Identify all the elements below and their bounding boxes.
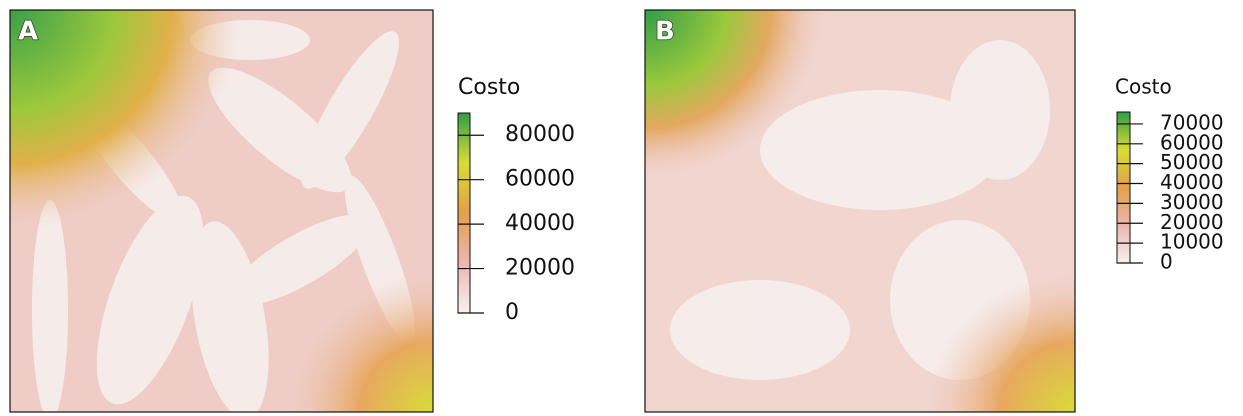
raster-b: [645, 10, 1075, 412]
panel-frame: [9, 9, 434, 413]
panel-label: A: [18, 17, 38, 47]
colorbar-tick-label: 20000: [505, 256, 575, 281]
legend-title: Costo: [1115, 75, 1172, 99]
colorbar-tick-label: 60000: [1160, 130, 1224, 154]
colorbar-tick-label: 30000: [1160, 190, 1224, 214]
legend-title: Costo: [458, 75, 520, 100]
colorbar-tick-label: 0: [1160, 250, 1173, 274]
panel-frame: [644, 9, 1076, 413]
colorbar-tick-label: 0: [505, 300, 519, 325]
colorbar-tick-label: 10000: [1160, 230, 1224, 254]
colorbar: [457, 112, 471, 314]
colorbar-tick-label: 50000: [1160, 150, 1224, 174]
colorbar-tick-label: 60000: [505, 167, 575, 192]
panel-label: B: [655, 17, 675, 47]
colorbar-tick-label: 80000: [505, 122, 575, 147]
raster-a: [10, 10, 433, 412]
colorbar-tick-label: 40000: [1160, 170, 1224, 194]
colorbar-tick-label: 40000: [505, 211, 575, 236]
colorbar-tick-label: 20000: [1160, 210, 1224, 234]
colorbar: [1116, 111, 1131, 264]
colorbar-tick-label: 70000: [1160, 110, 1224, 134]
